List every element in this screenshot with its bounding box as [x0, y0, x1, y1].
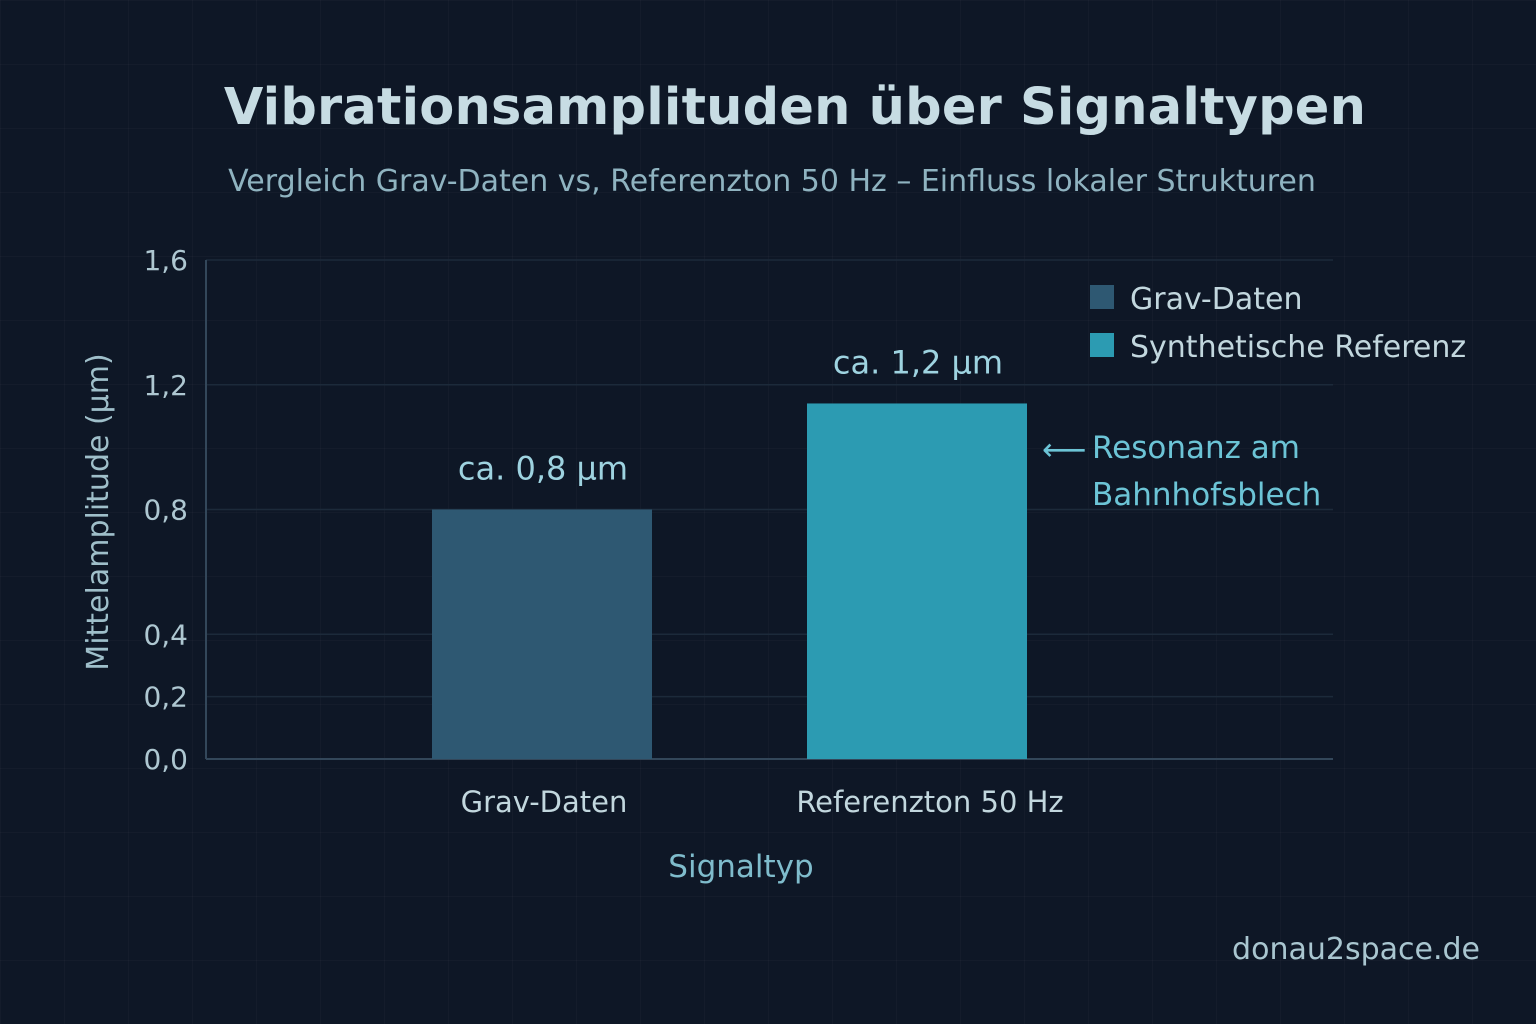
x-category-label: Referenzton 50 Hz	[796, 785, 1063, 819]
chart-subtitle: Vergleich Grav-Daten vs, Referenzton 50 …	[228, 164, 1316, 199]
legend: Grav-Daten Synthetische Referenz	[1090, 282, 1466, 365]
y-tick-label: 1,6	[143, 244, 188, 277]
legend-label-grav: Grav-Daten	[1130, 282, 1302, 317]
y-axis-ticks: 0,0 0,2 0,4 0,8 1,2 1,6	[143, 244, 188, 776]
legend-swatch-referenz	[1090, 333, 1114, 357]
legend-swatch-grav	[1090, 285, 1114, 309]
y-tick-label: 1,2	[143, 369, 188, 402]
y-axis-title: Mittelamplitude (µm)	[81, 353, 116, 670]
y-tick-label: 0,8	[143, 494, 188, 527]
data-labels: ca. 0,8 µm ca. 1,2 µm	[458, 343, 1003, 487]
y-tick-label: 0,0	[143, 743, 188, 776]
x-axis-title: Signaltyp	[668, 849, 813, 885]
bar-referenzton	[807, 403, 1027, 759]
annotation-line-2: Bahnhofsblech	[1092, 477, 1321, 513]
legend-label-referenz: Synthetische Referenz	[1130, 330, 1466, 365]
annotation-line-1: Resonanz am	[1092, 430, 1300, 466]
x-axis-categories: Grav-Daten Referenzton 50 Hz	[461, 785, 1064, 819]
y-tick-label: 0,2	[143, 681, 188, 714]
y-tick-label: 0,4	[143, 618, 188, 651]
watermark: donau2space.de	[1232, 932, 1480, 967]
bar-grav-daten	[432, 509, 652, 759]
data-label: ca. 0,8 µm	[458, 450, 628, 488]
annotation: ⟵ Resonanz am Bahnhofsblech	[1042, 430, 1321, 513]
gridlines	[206, 259, 1333, 698]
annotation-arrow: ⟵	[1042, 432, 1086, 468]
x-category-label: Grav-Daten	[461, 785, 628, 819]
data-label: ca. 1,2 µm	[833, 343, 1003, 381]
bars	[432, 403, 1027, 759]
chart-title: Vibrationsamplituden über Signaltypen	[223, 78, 1367, 137]
